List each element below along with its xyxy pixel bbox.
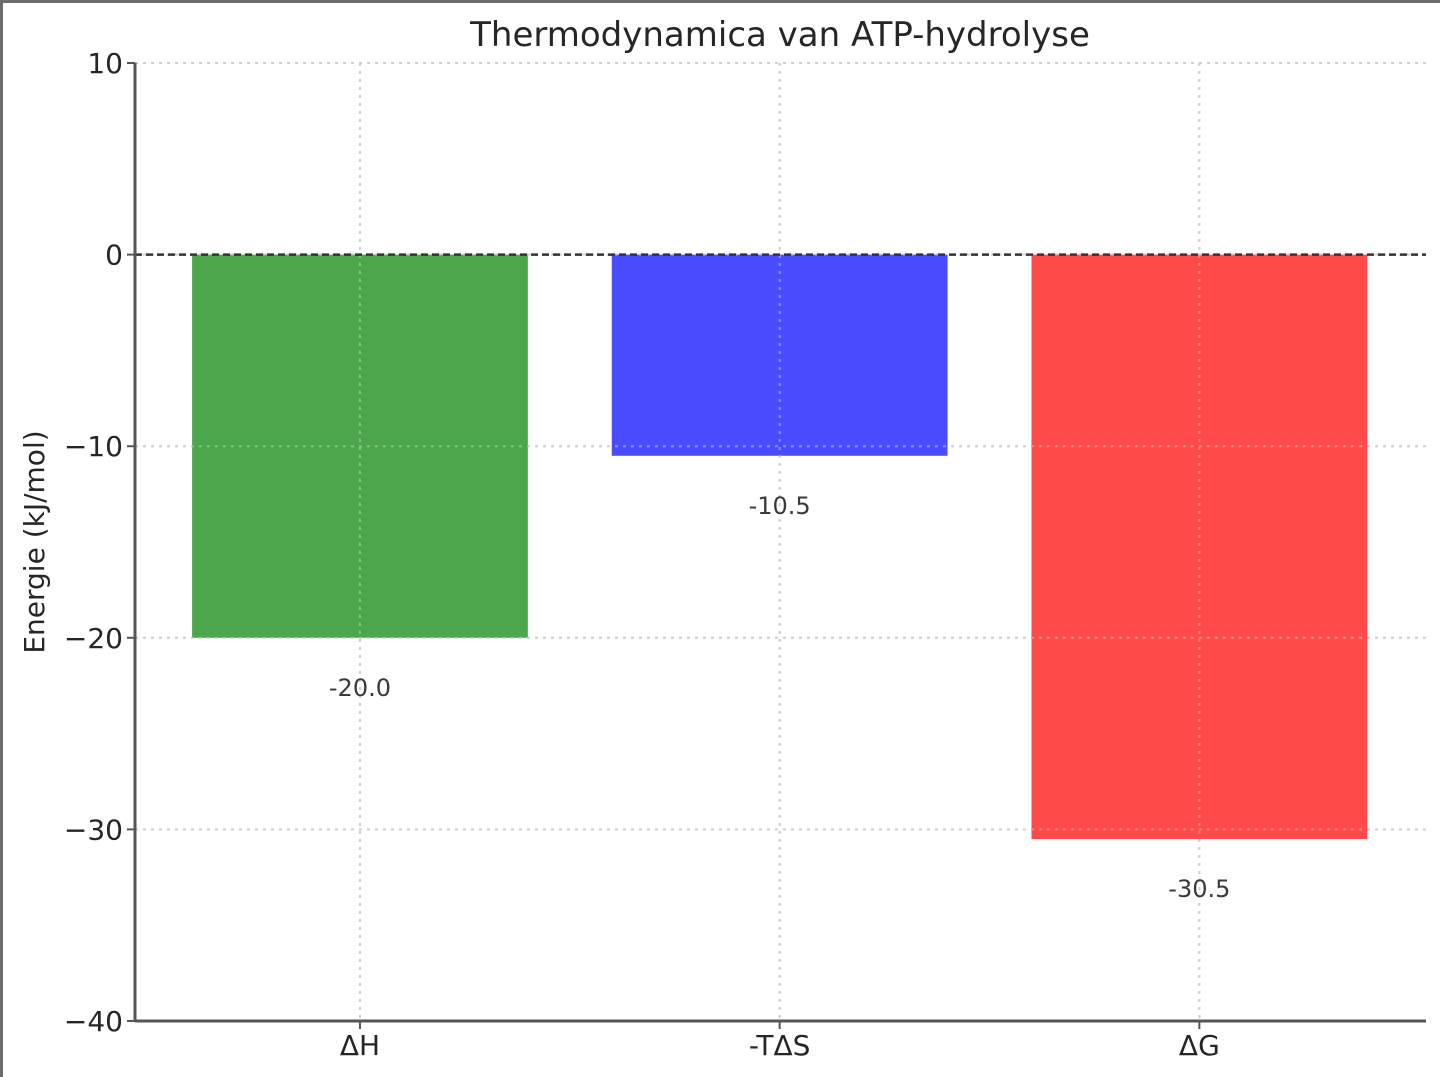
y-tick-label: −30 [64,813,123,846]
x-axis-ticks: ΔH -TΔS ΔG [340,1021,1220,1062]
y-tick-label: −10 [64,430,123,463]
x-tick-label: ΔG [1179,1029,1220,1062]
y-tick-label: −40 [64,1005,123,1038]
bar-value-label: -30.5 [1168,875,1230,903]
x-tick-label: ΔH [340,1029,380,1062]
y-axis-ticks: 10 0 −10 −20 −30 −40 [64,47,135,1038]
bar-value-label: -10.5 [749,492,811,520]
y-axis-label: Energie (kJ/mol) [18,430,51,653]
chart-title: Thermodynamica van ATP-hydrolyse [469,15,1090,55]
y-tick-label: −20 [64,622,123,655]
x-tick-label: -TΔS [749,1029,811,1062]
bar-value-label: -20.0 [329,674,391,702]
y-tick-label: 10 [87,47,123,80]
value-labels: -20.0 -10.5 -30.5 [329,492,1231,903]
y-tick-label: 0 [105,239,123,272]
